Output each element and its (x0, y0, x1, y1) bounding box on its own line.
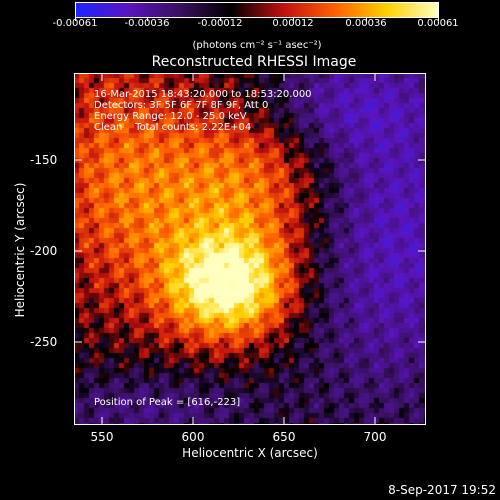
generation-date: 8-Sep-2017 19:52 (388, 483, 496, 497)
x-axis-label: Heliocentric X (arcsec) (182, 446, 318, 460)
colorbar-tick-label: -0.00012 (197, 18, 243, 29)
colorbar-tick-mark (293, 17, 294, 21)
colorbar-tick-mark (147, 17, 148, 21)
colorbar-tick-label: 0.00036 (345, 18, 387, 29)
info-time-range: 16-Mar-2015 18:43:20.000 to 18:53:20.000 (94, 89, 312, 100)
colorbar-tick-mark (220, 17, 221, 21)
x-tick-label: 550 (90, 430, 114, 444)
y-axis-label: Heliocentric Y (arcsec) (13, 182, 27, 318)
colorbar-tick-label: 0.00061 (417, 18, 459, 29)
colorbar-unit-label: (photons cm⁻² s⁻¹ asec⁻²) (192, 40, 322, 51)
rhessi-image-map (74, 73, 426, 425)
colorbar-tick-label: -0.00061 (52, 18, 98, 29)
y-tick-label: -250 (30, 335, 58, 349)
image-title: Reconstructed RHESSI Image (151, 54, 357, 70)
peak-position: Position of Peak = [616,-223] (94, 397, 241, 408)
y-tick-label: -200 (30, 244, 58, 258)
x-tick-label: 700 (363, 430, 387, 444)
info-counts: Clean Total counts: 2.22E+04 (94, 122, 252, 133)
colorbar-tick-label: -0.00036 (124, 18, 170, 29)
colorbar-tick-mark (438, 17, 439, 21)
x-tick-label: 650 (272, 430, 296, 444)
info-energy-range: Energy Range: 12.0 - 25.0 keV (94, 111, 247, 122)
x-tick-label: 600 (181, 430, 205, 444)
y-tick-label: -150 (30, 153, 58, 167)
colorbar-tick-mark (75, 17, 76, 21)
colorbar-tick-label: 0.00012 (272, 18, 314, 29)
colorbar (75, 2, 439, 18)
colorbar-tick-mark (366, 17, 367, 21)
plot-frame (74, 73, 426, 425)
info-detectors: Detectors: 3F 5F 6F 7F 8F 9F, Att 0 (94, 100, 269, 111)
